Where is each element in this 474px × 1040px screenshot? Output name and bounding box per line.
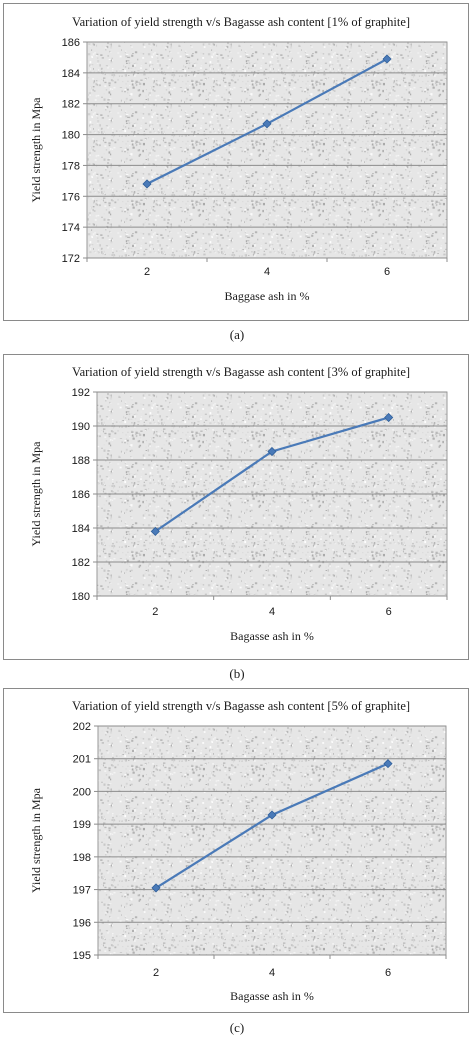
y-tick-label: 180	[72, 591, 90, 603]
x-tick-label: 6	[384, 266, 390, 278]
x-axis-label: Baggase ash in %	[225, 289, 310, 303]
plot-area	[97, 725, 447, 956]
chart-c: Variation of yield strength v/s Bagasse …	[29, 699, 447, 1003]
caption-a: (a)	[229, 327, 245, 342]
y-tick-label: 199	[73, 819, 91, 831]
chart-panel-a: Variation of yield strength v/s Bagasse …	[3, 3, 469, 321]
x-tick-label: 4	[269, 967, 275, 979]
y-axis-label: Yield strength in Mpa	[29, 441, 43, 547]
chart-title: Variation of yield strength v/s Bagasse …	[72, 365, 410, 379]
x-axis-label: Bagasse ash in %	[230, 629, 314, 643]
caption-b: (b)	[229, 666, 245, 681]
y-tick-label: 178	[62, 160, 80, 172]
x-tick-label: 2	[153, 967, 159, 979]
y-tick-label: 192	[72, 387, 90, 399]
y-axis-label: Yield strength in Mpa	[29, 787, 43, 893]
x-tick-label: 4	[269, 606, 275, 618]
y-tick-label: 202	[73, 721, 91, 733]
y-tick-label: 196	[73, 917, 91, 929]
data-point	[150, 526, 160, 536]
y-tick-label: 198	[73, 852, 91, 864]
chart-a: Variation of yield strength v/s Bagasse …	[29, 15, 448, 303]
data-point	[383, 759, 393, 769]
data-point	[384, 412, 394, 423]
y-tick-label: 184	[62, 68, 80, 80]
data-point	[262, 119, 272, 129]
y-tick-label: 172	[62, 253, 80, 265]
x-axis-label: Bagasse ash in %	[230, 989, 314, 1003]
y-tick-label: 190	[72, 421, 90, 433]
data-point	[142, 179, 152, 189]
y-tick-label: 195	[73, 950, 91, 962]
x-tick-label: 4	[264, 266, 270, 278]
data-point	[267, 810, 277, 820]
y-tick-label: 186	[72, 489, 90, 501]
chart-title: Variation of yield strength v/s Bagasse …	[72, 15, 410, 29]
y-tick-label: 197	[73, 885, 91, 897]
y-tick-label: 200	[73, 786, 91, 798]
y-tick-label: 180	[62, 130, 80, 142]
y-tick-label: 182	[72, 557, 90, 569]
y-tick-label: 184	[72, 523, 90, 535]
chart-title: Variation of yield strength v/s Bagasse …	[72, 699, 410, 713]
y-tick-label: 201	[73, 754, 91, 766]
chart-panel-b: Variation of yield strength v/s Bagasse …	[3, 354, 469, 660]
x-tick-label: 2	[152, 606, 158, 618]
y-tick-label: 188	[72, 455, 90, 467]
caption-c: (c)	[229, 1020, 245, 1035]
y-tick-label: 176	[62, 191, 80, 203]
y-tick-label: 174	[62, 222, 80, 234]
data-point	[382, 54, 392, 64]
x-tick-label: 6	[386, 606, 392, 618]
x-tick-label: 2	[144, 266, 150, 278]
chart-b: Variation of yield strength v/s Bagasse …	[29, 365, 448, 643]
x-tick-label: 6	[385, 967, 391, 979]
y-tick-label: 186	[62, 37, 80, 49]
data-point	[151, 883, 161, 893]
y-tick-label: 182	[62, 99, 80, 111]
data-point	[267, 446, 277, 457]
chart-panel-c: Variation of yield strength v/s Bagasse …	[3, 688, 469, 1013]
plot-area	[86, 41, 448, 259]
y-axis-label: Yield strength in Mpa	[29, 97, 43, 203]
